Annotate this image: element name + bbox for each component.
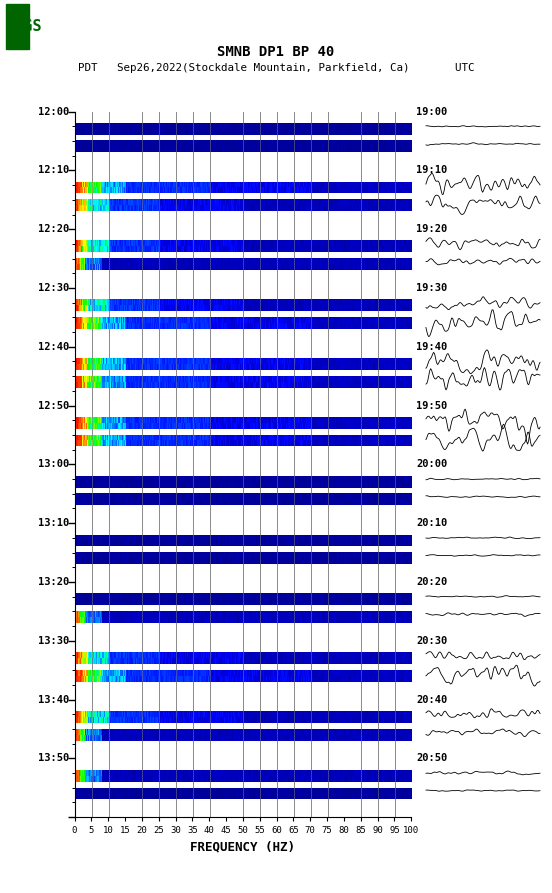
Text: 20:20: 20:20 [416,577,448,587]
Text: 20:30: 20:30 [416,636,448,646]
Text: 19:50: 19:50 [416,401,448,411]
Text: 12:30: 12:30 [38,283,70,293]
Text: 20:40: 20:40 [416,695,448,705]
Text: SMNB DP1 BP 40: SMNB DP1 BP 40 [217,45,335,59]
Text: 12:20: 12:20 [38,224,70,234]
Text: PDT   Sep26,2022(Stockdale Mountain, Parkfield, Ca)       UTC: PDT Sep26,2022(Stockdale Mountain, Parkf… [78,63,474,73]
Text: 19:40: 19:40 [416,342,448,352]
Text: 13:40: 13:40 [38,695,70,705]
X-axis label: FREQUENCY (HZ): FREQUENCY (HZ) [190,840,295,854]
Text: 19:10: 19:10 [416,165,448,175]
Text: 19:00: 19:00 [416,106,448,117]
Text: 19:20: 19:20 [416,224,448,234]
Text: 12:10: 12:10 [38,165,70,175]
Bar [6,4,29,49]
Text: 13:10: 13:10 [38,518,70,528]
Text: 20:00: 20:00 [416,459,448,470]
Text: 13:30: 13:30 [38,636,70,646]
Text: 20:50: 20:50 [416,754,448,764]
Text: 12:00: 12:00 [38,106,70,117]
Text: USGS: USGS [6,20,42,34]
Text: 12:40: 12:40 [38,342,70,352]
Text: 13:00: 13:00 [38,459,70,470]
Text: 13:50: 13:50 [38,754,70,764]
Text: 13:20: 13:20 [38,577,70,587]
Text: 19:30: 19:30 [416,283,448,293]
Text: 12:50: 12:50 [38,401,70,411]
Text: 20:10: 20:10 [416,518,448,528]
